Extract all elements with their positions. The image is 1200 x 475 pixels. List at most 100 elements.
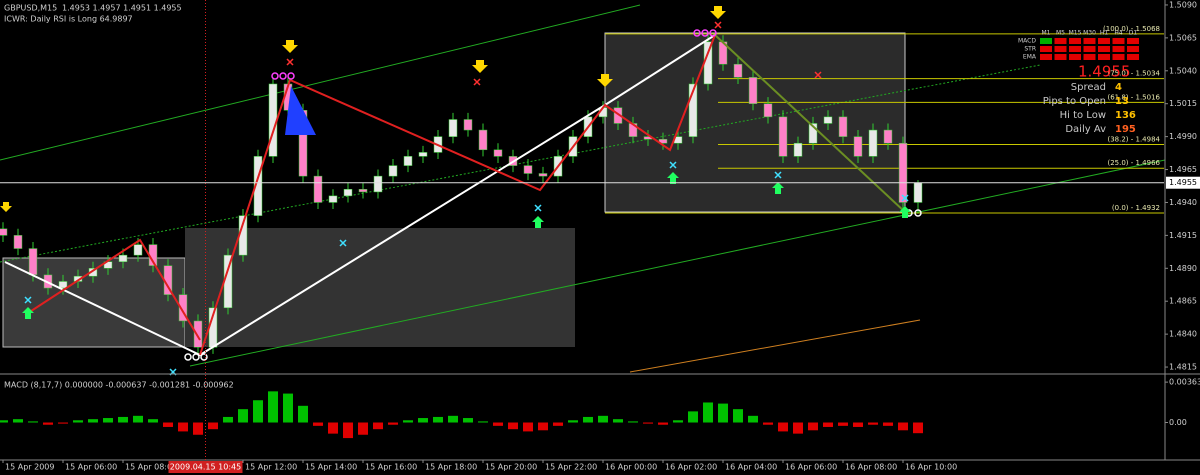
- signal-cell: [1083, 54, 1096, 60]
- x-tick-label: 16 Apr 00:00: [605, 463, 657, 472]
- signal-cell: [1098, 46, 1110, 52]
- grid-column-label: H1: [1100, 30, 1109, 37]
- macd-bar: [298, 405, 308, 423]
- low-circle: [914, 209, 922, 217]
- candle-body: [0, 228, 8, 236]
- cross: [24, 296, 32, 304]
- macd-bar: [643, 422, 653, 424]
- macd-bar: [328, 422, 338, 434]
- signal-cell: [1069, 38, 1081, 44]
- stat-label: Pips to Open: [1043, 96, 1106, 107]
- macd-bar: [478, 421, 488, 423]
- cross: [339, 239, 347, 247]
- macd-bar: [898, 422, 908, 431]
- candle-body: [313, 175, 323, 203]
- x-tick-label: 15 Apr 18:00: [425, 463, 477, 472]
- candle-body: [373, 175, 383, 193]
- grid-row-label: STR: [1024, 46, 1036, 53]
- macd-bar: [718, 403, 728, 423]
- pivot-circles: [271, 29, 717, 80]
- down-arrow: [0, 202, 12, 212]
- cross: [286, 58, 294, 66]
- candle-body: [763, 103, 773, 118]
- down-arrow: [472, 60, 488, 73]
- y-tick-label: 1.4915: [1169, 231, 1197, 240]
- cross: [901, 194, 909, 202]
- grid-column-label: D1: [1129, 30, 1138, 37]
- macd-bar: [208, 422, 218, 430]
- cross: [473, 78, 481, 86]
- macd-bar: [493, 422, 503, 426]
- x-tick-label: 16 Apr 04:00: [725, 463, 777, 472]
- x-tick-label: 16 Apr 10:00: [905, 463, 957, 472]
- macd-bar: [733, 409, 743, 423]
- macd-bar: [358, 422, 368, 435]
- current-price-label: 1.4955: [1169, 178, 1197, 187]
- macd-bar: [343, 422, 353, 439]
- pivot-circle: [279, 72, 287, 80]
- macd-bar: [688, 411, 698, 423]
- signal-cell: [1054, 54, 1067, 60]
- candle-body: [448, 119, 458, 137]
- macd-bar: [283, 393, 293, 423]
- zigzag-red: [199, 34, 716, 356]
- macd-bar: [538, 422, 548, 431]
- candle-body: [748, 77, 758, 104]
- x-tick-label: 15 Apr 20:00: [485, 463, 537, 472]
- candle-body: [853, 136, 863, 157]
- signal-cell: [1127, 46, 1139, 52]
- candle-body: [493, 149, 503, 157]
- red-crosses: [286, 21, 822, 86]
- signal-cell: [1054, 46, 1067, 52]
- macd-bar: [193, 422, 203, 435]
- macd-bar: [658, 422, 668, 425]
- x-tick-label: 15 Apr 14:00: [305, 463, 357, 472]
- signal-cell: [1069, 46, 1081, 52]
- stat-label: Daily Av: [1065, 124, 1106, 135]
- macd-bar: [808, 422, 818, 431]
- macd-bar: [793, 422, 803, 434]
- x-tick-label: 15 Apr 12:00: [245, 463, 297, 472]
- y-tick-label: 1.5040: [1169, 66, 1197, 75]
- candle-body: [463, 119, 473, 131]
- grid-column-label: H4: [1114, 30, 1123, 37]
- signal-cell: [1083, 46, 1096, 52]
- channel-mid: [0, 64, 1041, 263]
- cursor-label: 2009.04.15 10:45: [170, 463, 241, 472]
- macd-bar: [118, 416, 128, 423]
- candle-body: [883, 129, 893, 144]
- candle-body: [913, 182, 923, 203]
- candle-body: [58, 281, 68, 289]
- cursor-label-bg: [168, 461, 243, 473]
- header: GBPUSD,M15 1.4953 1.4957 1.4951 1.4955 I…: [4, 4, 234, 390]
- candle-body: [253, 156, 263, 216]
- up-arrows: [22, 172, 911, 319]
- pivot-circle: [709, 29, 717, 37]
- y-tick-label: 1.4815: [1169, 363, 1197, 372]
- channels: [0, 4, 1166, 373]
- stat-value: 13: [1115, 96, 1129, 107]
- pivot-circle: [693, 29, 701, 37]
- macd-bar: [613, 419, 623, 423]
- macd-bar: [583, 416, 593, 423]
- y-tick-label: 0.00363: [1169, 378, 1200, 387]
- candle-body: [388, 165, 398, 177]
- panel-price: 1.4955: [1078, 63, 1131, 81]
- y-tick-label: 1.5065: [1169, 33, 1197, 42]
- candle-body: [193, 320, 203, 348]
- y-tick-label: 1.5015: [1169, 99, 1197, 108]
- macd-bar: [628, 421, 638, 423]
- y-tick-label: 1.4890: [1169, 264, 1197, 273]
- candle-body: [403, 156, 413, 166]
- signal-cell: [1112, 38, 1125, 44]
- x-tick-label: 16 Apr 06:00: [785, 463, 837, 472]
- up-arrow: [667, 172, 679, 184]
- pivot-circle: [701, 29, 709, 37]
- signal-cell: [1127, 54, 1139, 60]
- current-price-bg: [1166, 176, 1200, 189]
- channel-line: [189, 159, 1166, 367]
- signal-cell: [1040, 54, 1052, 60]
- x-tick-label: 15 Apr 22:00: [545, 463, 597, 472]
- y-tick-label: 1.4940: [1169, 198, 1197, 207]
